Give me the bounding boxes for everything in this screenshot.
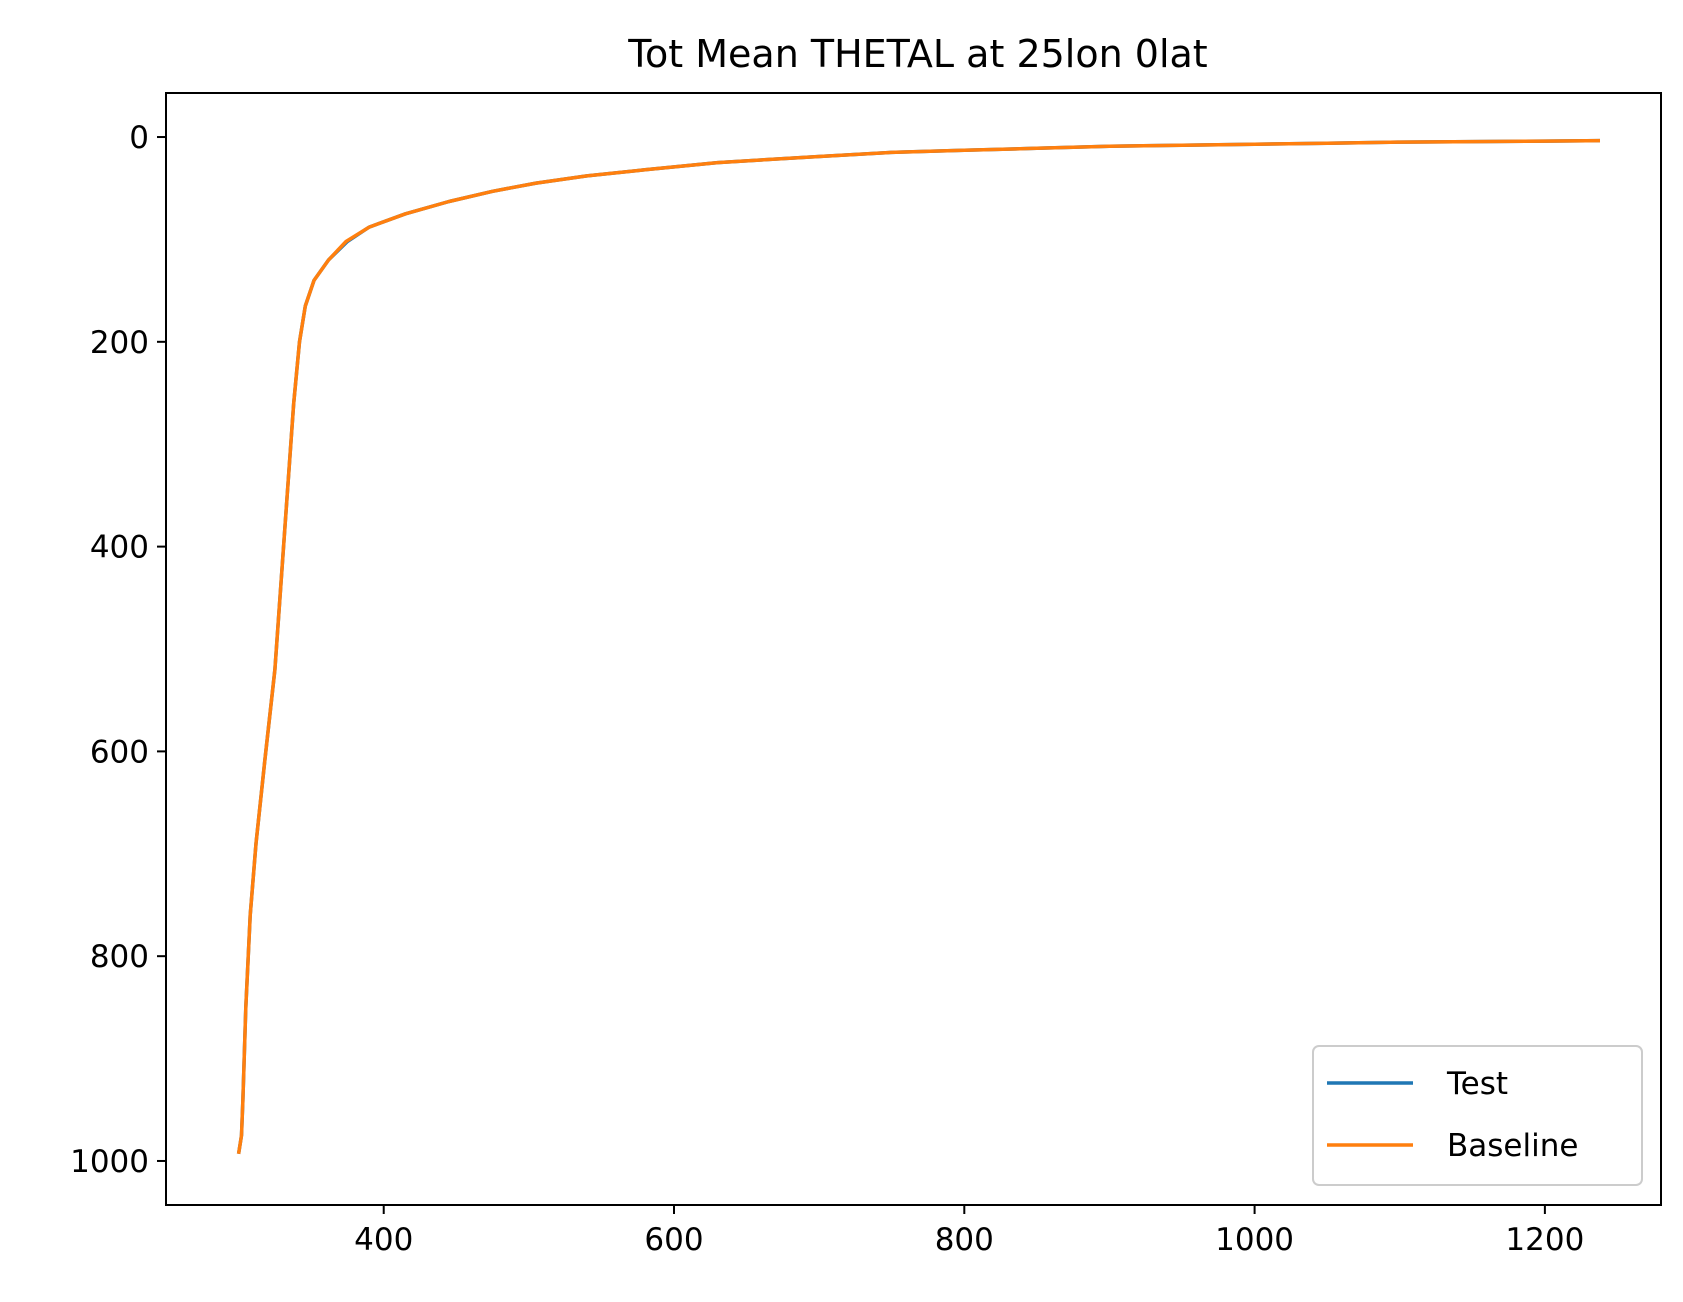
y-tick-label: 800 <box>90 939 149 975</box>
x-tick-label: 400 <box>354 1222 413 1258</box>
y-tick-label: 1000 <box>70 1144 149 1180</box>
legend-label-test: Test <box>1446 1066 1508 1102</box>
axes-layer: 400 600 800 1000 1200 0 200 400 600 800 1000 <box>70 92 1662 1258</box>
series-layer <box>236 138 1601 1155</box>
plot-frame <box>165 92 1662 1206</box>
x-tick-label: 1200 <box>1505 1222 1584 1258</box>
series-line-baseline <box>236 138 1601 1155</box>
legend: Test Baseline <box>1312 1045 1643 1186</box>
series-line-test <box>236 138 1601 1155</box>
x-tick-label: 1000 <box>1215 1222 1294 1258</box>
x-tick-label: 600 <box>644 1222 703 1258</box>
legend-label-baseline: Baseline <box>1447 1128 1578 1164</box>
y-tick-label: 200 <box>90 325 149 361</box>
y-tick-label: 0 <box>129 120 149 156</box>
x-tick-label: 800 <box>935 1222 994 1258</box>
chart-title: Tot Mean THETAL at 25lon 0lat <box>627 32 1207 76</box>
y-tick-label: 600 <box>90 734 149 770</box>
legend-box <box>1312 1045 1643 1186</box>
y-tick-label: 400 <box>90 530 149 566</box>
